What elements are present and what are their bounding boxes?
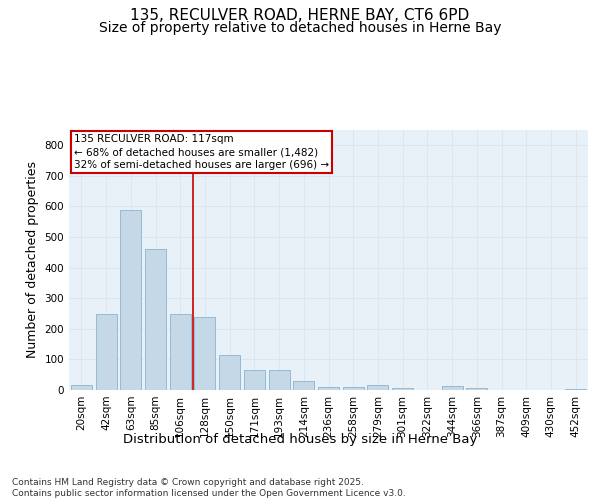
Text: Contains HM Land Registry data © Crown copyright and database right 2025.
Contai: Contains HM Land Registry data © Crown c… bbox=[12, 478, 406, 498]
Bar bbox=[293, 381, 314, 390]
Text: 135 RECULVER ROAD: 117sqm
← 68% of detached houses are smaller (1,482)
32% of se: 135 RECULVER ROAD: 117sqm ← 68% of detac… bbox=[74, 134, 329, 170]
Text: Distribution of detached houses by size in Herne Bay: Distribution of detached houses by size … bbox=[123, 432, 477, 446]
Bar bbox=[367, 386, 388, 390]
Bar bbox=[318, 387, 339, 390]
Bar bbox=[466, 388, 487, 390]
Text: Size of property relative to detached houses in Herne Bay: Size of property relative to detached ho… bbox=[99, 21, 501, 35]
Bar bbox=[145, 250, 166, 390]
Bar bbox=[120, 210, 141, 390]
Bar bbox=[170, 314, 191, 390]
Bar bbox=[343, 387, 364, 390]
Bar bbox=[194, 317, 215, 390]
Bar bbox=[71, 386, 92, 390]
Y-axis label: Number of detached properties: Number of detached properties bbox=[26, 162, 39, 358]
Bar bbox=[95, 314, 116, 390]
Bar bbox=[442, 386, 463, 390]
Bar bbox=[269, 370, 290, 390]
Bar bbox=[244, 370, 265, 390]
Bar bbox=[219, 355, 240, 390]
Bar bbox=[392, 388, 413, 390]
Text: 135, RECULVER ROAD, HERNE BAY, CT6 6PD: 135, RECULVER ROAD, HERNE BAY, CT6 6PD bbox=[130, 8, 470, 22]
